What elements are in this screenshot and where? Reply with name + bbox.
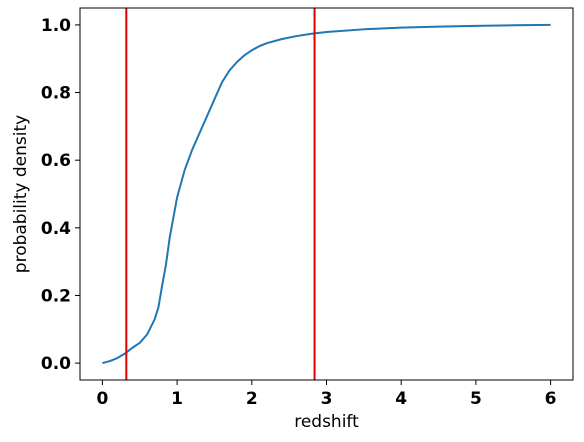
y-tick-label: 0.8: [41, 84, 71, 104]
cdf-line-0: [102, 23, 551, 365]
x-tick-label: 1: [171, 389, 183, 409]
y-tick-label: 0.0: [41, 354, 71, 374]
y-axis-label: probability density: [11, 115, 31, 273]
axes: 0 1 2 3 4 5 6 0.0 0.2 0.4 0.6 0.8 1.0: [41, 7, 574, 409]
x-tick-label: 3: [321, 389, 333, 409]
plot-area: [102, 8, 551, 380]
x-tick-label: 5: [470, 389, 482, 409]
x-tick-label: 4: [395, 389, 407, 409]
y-tick-label: 0.2: [41, 286, 71, 306]
y-tick-label: 1.0: [41, 16, 71, 36]
y-tick-label: 0.6: [41, 151, 71, 171]
x-tick-label: 2: [246, 389, 258, 409]
y-tick-label: 0.4: [41, 219, 71, 239]
x-axis-label: redshift: [294, 412, 359, 432]
x-tick-label: 6: [545, 389, 557, 409]
x-tick-label: 0: [96, 389, 108, 409]
